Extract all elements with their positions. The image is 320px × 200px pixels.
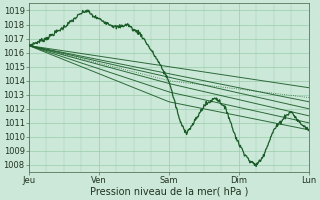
X-axis label: Pression niveau de la mer( hPa ): Pression niveau de la mer( hPa ): [90, 187, 248, 197]
